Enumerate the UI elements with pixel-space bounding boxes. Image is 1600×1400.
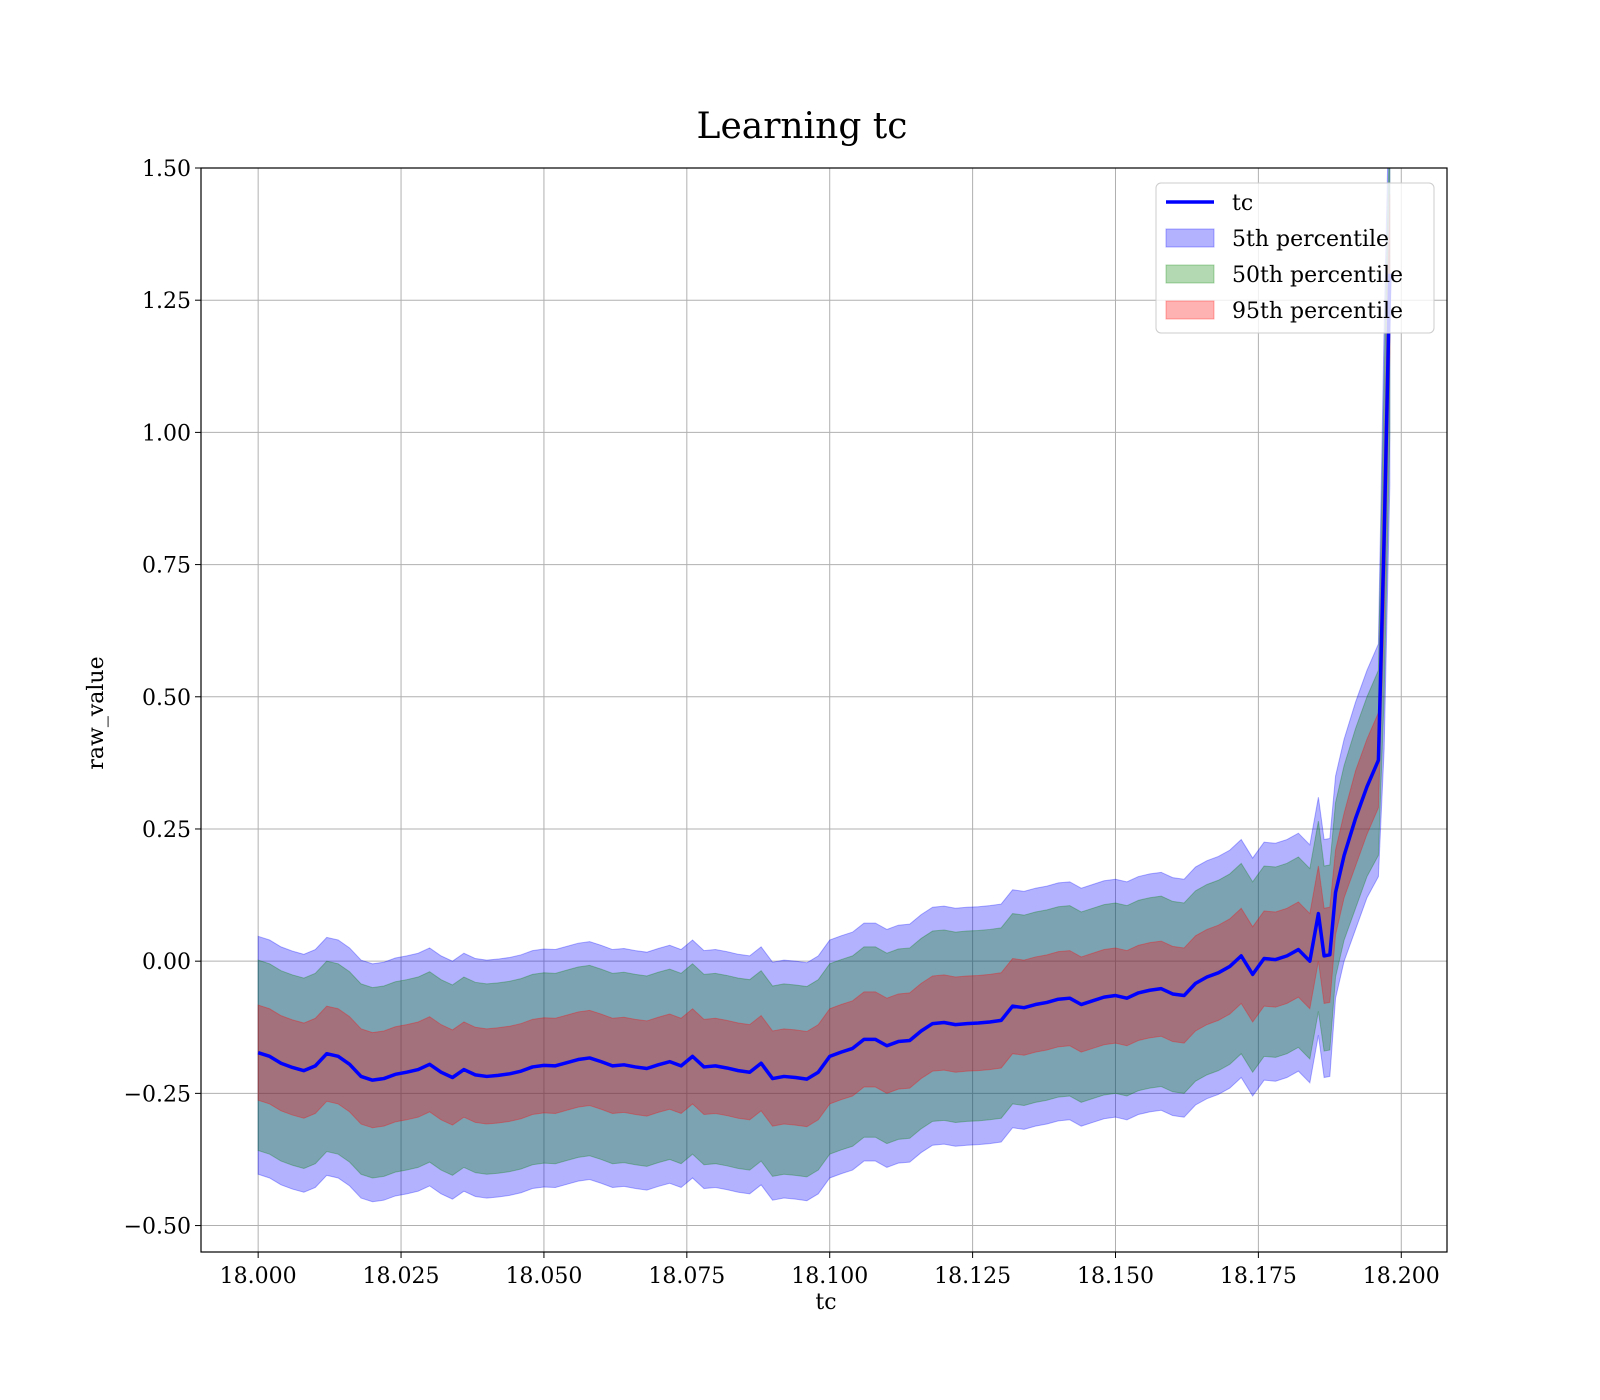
x-tick-label: 18.025 <box>363 1264 440 1289</box>
plot-frame <box>200 167 1448 1253</box>
x-tick-label: 18.175 <box>1220 1264 1297 1289</box>
plot-area: 18.000 18.025 18.050 18.075 18.100 18.125 18.1… <box>124 157 1448 1289</box>
legend-patch-swatch <box>1165 264 1215 284</box>
legend-label: 5th percentile <box>1232 227 1389 252</box>
x-tick-label: 18.125 <box>934 1264 1011 1289</box>
x-tick-label: 18.000 <box>220 1264 297 1289</box>
legend: tc 5th percentile 50th percentile 95th perc… <box>1155 182 1435 334</box>
y-tick-label: 1.00 <box>142 421 191 446</box>
y-tick-label: 0.75 <box>142 554 191 579</box>
plot-data-group <box>257 168 1392 1203</box>
y-tick-label: −0.25 <box>124 1082 191 1107</box>
legend-patch-swatch <box>1165 300 1215 320</box>
x-tick-label: 18.200 <box>1363 1264 1440 1289</box>
legend-patch-swatch <box>1165 228 1215 248</box>
y-tick-label: 0.50 <box>142 686 191 711</box>
x-tick-label: 18.050 <box>505 1264 582 1289</box>
legend-label: 95th percentile <box>1232 299 1403 324</box>
y-tick-label: −0.50 <box>124 1215 191 1240</box>
y-tick-label: 0.00 <box>142 950 191 975</box>
y-tick-label: 0.25 <box>142 818 191 843</box>
legend-label: 50th percentile <box>1232 263 1403 288</box>
y-axis-label: raw_value <box>84 656 109 769</box>
x-tick-label: 18.100 <box>791 1264 868 1289</box>
y-tick-label: 1.50 <box>142 157 191 182</box>
legend-box <box>1155 182 1435 334</box>
series-line-tc <box>257 273 1392 1082</box>
x-tick-label: 18.150 <box>1077 1264 1154 1289</box>
chart-title: Learning tc <box>697 106 908 147</box>
band-50th-percentile <box>257 168 1391 1179</box>
x-tick-label: 18.075 <box>648 1264 725 1289</box>
x-axis-label: tc <box>815 1290 836 1315</box>
y-tick-label: 1.25 <box>142 289 191 314</box>
band-5th-percentile <box>257 168 1391 1203</box>
legend-label: tc <box>1232 191 1253 216</box>
